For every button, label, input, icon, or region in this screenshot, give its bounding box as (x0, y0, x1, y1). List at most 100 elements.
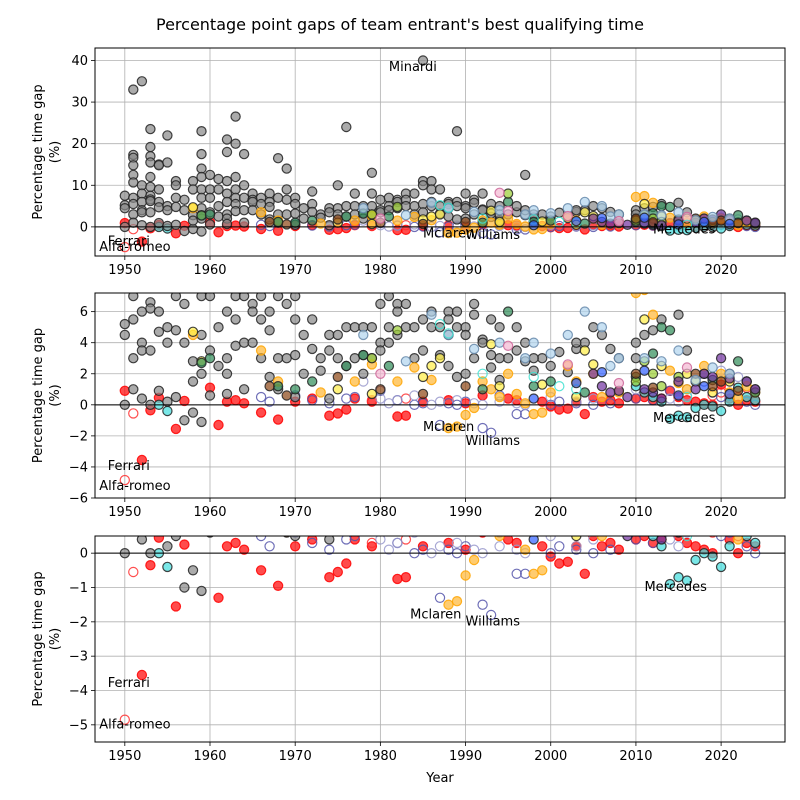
data-point (545, 360, 556, 372)
data-point (698, 368, 710, 379)
markers (119, 507, 761, 725)
data-point (468, 544, 480, 555)
data-point (639, 384, 650, 395)
data-point (477, 384, 488, 395)
data-point (742, 511, 751, 520)
data-point (485, 314, 497, 325)
data-point (162, 396, 173, 407)
data-point (537, 379, 548, 390)
data-point (579, 568, 591, 580)
data-point (238, 180, 250, 191)
data-point (597, 507, 606, 516)
data-point (690, 554, 701, 566)
data-point (528, 393, 539, 404)
data-point (443, 314, 454, 325)
data-point (392, 537, 403, 549)
data-point (485, 217, 497, 228)
data-point (264, 216, 275, 228)
y-tick-label: −2 (69, 429, 88, 444)
data-point (119, 385, 131, 396)
data-point (324, 544, 335, 555)
data-point (613, 398, 625, 409)
x-tick-label: 1950 (108, 263, 141, 278)
data-point (640, 521, 649, 530)
data-point (264, 306, 275, 317)
data-point (434, 318, 446, 330)
data-point (502, 340, 514, 351)
data-point (485, 427, 497, 438)
data-point (630, 353, 642, 364)
data-point (426, 360, 437, 372)
data-point (162, 541, 173, 552)
data-point (307, 376, 318, 387)
data-point (204, 390, 216, 401)
data-point (170, 423, 182, 435)
data-point (136, 669, 148, 681)
data-point (409, 211, 420, 223)
data-point (383, 337, 395, 348)
data-point (698, 381, 710, 392)
data-point (383, 211, 395, 222)
data-point (750, 384, 761, 395)
data-point (179, 204, 190, 216)
data-point (562, 222, 574, 234)
data-point (673, 376, 684, 387)
data-point (520, 209, 531, 220)
data-point (255, 314, 267, 325)
data-point (545, 348, 556, 359)
data-point (324, 329, 335, 341)
data-point (468, 206, 480, 218)
data-point (511, 322, 522, 333)
data-point (750, 537, 761, 549)
data-point (545, 376, 556, 387)
data-point (656, 322, 667, 333)
data-point (341, 360, 352, 372)
markers (119, 293, 761, 486)
data-point (468, 554, 480, 566)
data-point (375, 194, 386, 205)
data-point (366, 322, 378, 333)
data-point (494, 187, 505, 198)
data-point (230, 314, 241, 325)
data-point (170, 192, 182, 203)
data-point (187, 407, 199, 418)
data-point (647, 325, 659, 336)
data-point (605, 387, 616, 398)
data-point (366, 541, 378, 552)
data-point (230, 220, 241, 231)
data-point (281, 353, 292, 364)
data-point (179, 395, 190, 407)
data-point (136, 345, 148, 356)
data-point (316, 521, 325, 530)
data-point (681, 345, 693, 356)
data-point (426, 184, 437, 195)
data-point (136, 236, 148, 247)
data-point (392, 201, 403, 213)
data-point (724, 541, 735, 552)
series-team-6 (119, 536, 335, 597)
data-point (332, 384, 343, 395)
data-point (502, 306, 514, 317)
data-point (230, 171, 241, 183)
annotation-label: Ferrari (108, 676, 150, 691)
data-point (494, 216, 505, 228)
data-point (579, 196, 591, 208)
axes-frame (94, 535, 786, 743)
data-point (690, 374, 701, 386)
data-point (187, 356, 199, 367)
data-point (554, 541, 565, 552)
data-point (153, 306, 165, 317)
data-point (170, 601, 182, 612)
data-point (520, 353, 531, 364)
data-point (179, 298, 190, 310)
data-point (717, 521, 726, 530)
data-point (725, 536, 734, 538)
data-point (460, 570, 471, 581)
data-point (443, 360, 454, 372)
x-tick-label: 2010 (619, 749, 652, 764)
data-point (341, 211, 352, 222)
data-point (656, 381, 667, 392)
data-point (502, 368, 514, 379)
data-point (238, 384, 250, 395)
data-point (179, 415, 190, 426)
